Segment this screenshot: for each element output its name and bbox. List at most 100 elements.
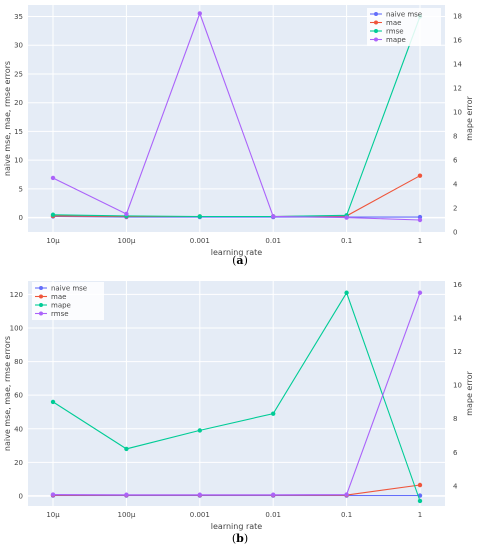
data-point-mape [50,399,56,405]
chart-panel-b: 10μ 100μ 0.001 0.01 0.1 102040608010012046810… [3,281,474,545]
y2-tick-label: 10 [453,108,462,116]
y-tick-label: 40 [14,425,23,433]
y-tick-label: 5 [19,185,23,193]
y2-tick-label: 14 [453,60,462,68]
data-point-rmse [50,212,56,217]
legend-label: mape [51,302,71,310]
y2-tick-label: 18 [453,12,462,20]
caption-letter: a [236,254,243,267]
y-tick-label: 60 [14,392,23,400]
y-tick-label: 0 [19,492,23,500]
y-tick-label: 20 [14,459,23,467]
data-point-mape [270,214,276,219]
y-tick-label: 80 [14,358,23,366]
y2-tick-label: 4 [453,180,458,188]
y-axis-label: naive mse, mae, rmse errors [3,336,12,451]
y-tick-label: 35 [14,13,23,21]
y2-tick-label: 14 [453,314,462,322]
data-point-mape [417,217,423,223]
y2-tick-label: 10 [453,382,462,390]
x-tick-label: 1 [418,511,422,519]
legend-marker [374,20,378,25]
x-tick-label: 0.1 [341,237,352,245]
x-tick-label: 0.01 [265,237,281,245]
figure-caption: (b) [232,532,248,545]
data-point-rmse [124,492,129,497]
figure-caption: (a) [232,254,248,267]
data-point-mape [124,211,129,217]
legend-label: naive mse [51,285,87,293]
data-point-mape [417,498,423,504]
x-tick-label: 10μ [46,237,60,245]
y2-tick-label: 12 [453,348,462,356]
legend-label: mae [386,19,401,27]
y2-tick-label: 8 [453,132,457,140]
y2-tick-label: 8 [453,415,457,423]
y2-tick-label: 16 [453,36,462,44]
legend-marker [39,286,43,290]
data-point-mape [270,411,276,416]
data-point-mae [417,482,423,488]
series-line-rmse [52,292,421,496]
caption-letter: b [236,532,244,545]
x-tick-label: 0.01 [265,511,281,519]
y-tick-label: 20 [14,99,23,107]
legend-label: naive mse [386,11,422,19]
x-tick-label: 1 [418,237,422,245]
legend-marker [39,294,43,299]
data-point-rmse [197,492,203,497]
series-line-mape [52,291,421,502]
x-tick-label: 0.1 [341,511,352,519]
data-point-rmse [270,492,276,497]
x-tick-label: 10μ [46,511,60,519]
x-tick-label: 100μ [117,237,135,245]
y2-tick-label: 12 [453,84,462,92]
data-point-mape [197,11,203,16]
data-point-mape [124,446,129,452]
y2-tick-label: 0 [453,229,457,237]
y2-tick-label: 4 [453,482,458,490]
y-tick-label: 120 [10,291,23,299]
y-tick-label: 25 [14,70,23,78]
legend-marker [374,37,378,42]
data-point-rmse [197,214,203,219]
x-tick-label: 100μ [117,511,135,519]
y-tick-label: 10 [14,157,23,165]
series-line-mape [52,11,421,221]
chart-panel-a: 10μ 100μ 0.001 0.01 0.1 105101520253035024681… [3,5,474,267]
y2-tick-label: 16 [453,281,462,289]
legend-marker [39,311,43,316]
y-tick-label: 100 [10,325,23,333]
data-point-rmse [344,492,349,497]
y2-tick-label: 2 [453,204,457,212]
legend-marker [374,12,378,16]
x-axis-label: learning rate [211,522,263,531]
legend-label: mape [386,36,406,44]
legend-label: mae [51,293,66,301]
x-tick-label: 0.001 [190,237,210,245]
y2-axis-label: mape error [465,370,474,415]
y-tick-label: 0 [19,214,23,222]
data-point-rmse [417,290,423,295]
y-axis-label: naive mse, mae, rmse errors [3,61,12,176]
legend-label: rmse [386,28,404,36]
y2-tick-label: 6 [453,449,458,457]
legend-marker [374,29,378,33]
y2-tick-label: 6 [453,156,458,164]
y-tick-label: 30 [14,42,23,50]
x-axis-label: learning rate [211,248,263,257]
series-line-naive-mse [52,215,420,218]
data-point-mape [344,290,349,295]
data-point-mape [344,215,349,220]
series-line-rmse [52,16,421,218]
y-tick-label: 15 [14,128,23,136]
x-tick-label: 0.001 [190,511,210,519]
data-point-mape [197,428,203,433]
data-point-rmse [50,492,56,497]
y2-axis-label: mape error [465,95,474,140]
legend-label: rmse [51,310,69,318]
data-point-mape [50,175,56,181]
